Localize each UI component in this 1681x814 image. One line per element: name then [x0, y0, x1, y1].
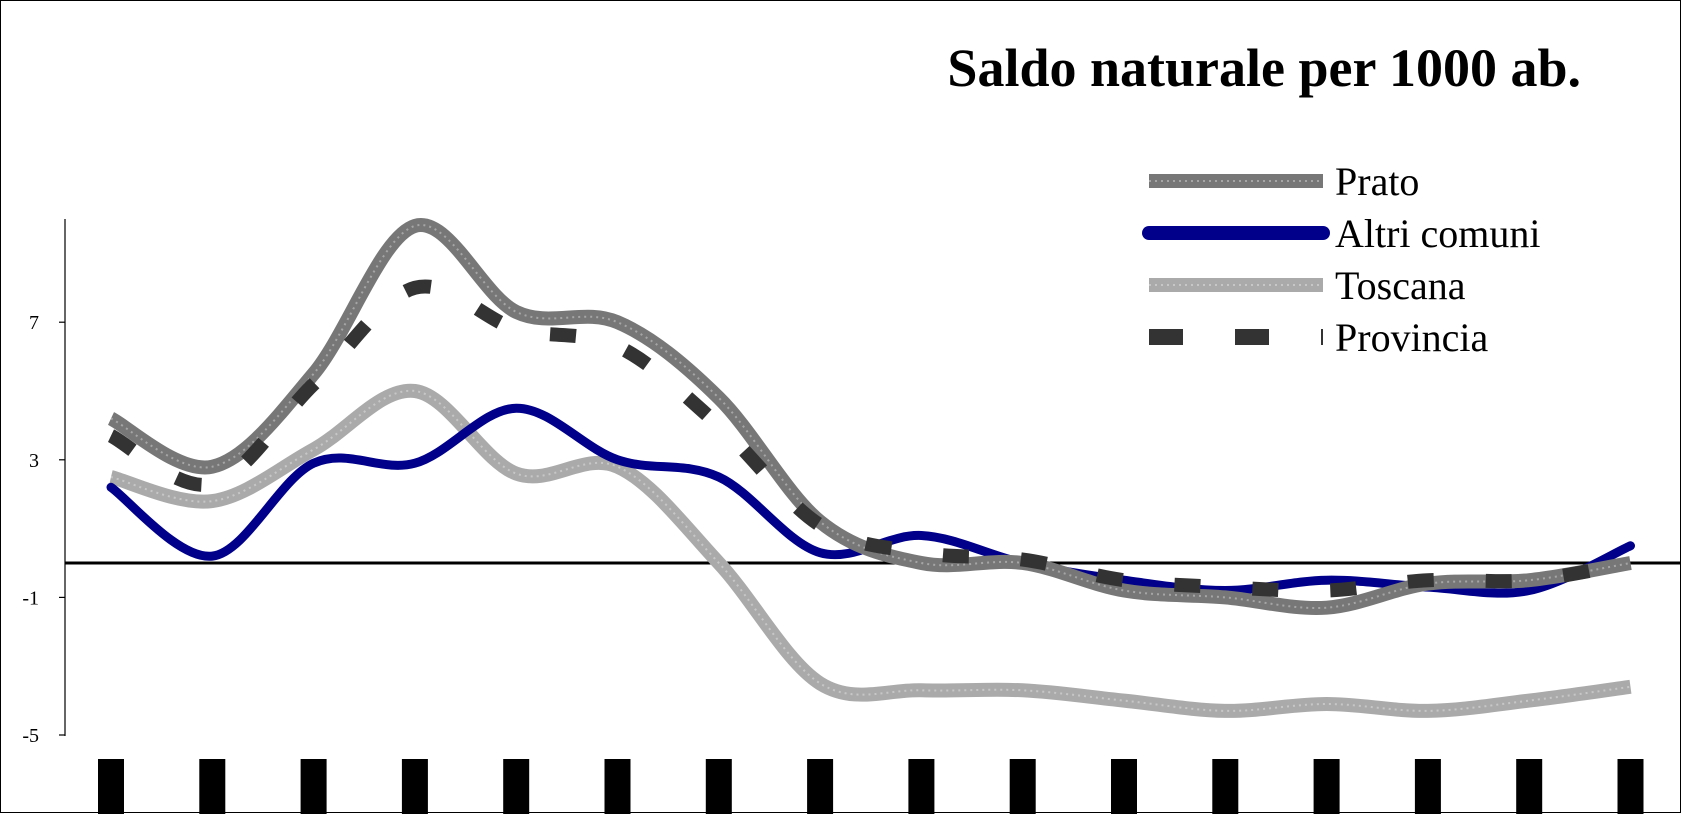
legend-label-prato: Prato [1335, 159, 1419, 204]
x-tick-mark [1313, 759, 1340, 814]
series-texture-toscana [110, 389, 1631, 712]
x-tick-mark [1212, 759, 1239, 814]
series-texture-prato [110, 224, 1631, 610]
series-line-toscana [109, 383, 1632, 718]
x-tick-mark [1009, 759, 1036, 814]
chart-title-group: Saldo naturale per 1000 ab. [947, 38, 1581, 98]
x-tick-mark [1516, 759, 1543, 814]
legend-label-altri-comuni: Altri comuni [1335, 211, 1541, 256]
x-tick-mark [604, 759, 631, 814]
chart-title: Saldo naturale per 1000 ab. [947, 38, 1581, 98]
x-tick-mark [503, 759, 530, 814]
x-tick-mark [300, 759, 327, 814]
legend-label-toscana: Toscana [1335, 263, 1466, 308]
legend: Prato Altri comuni Toscana Provincia [1142, 159, 1541, 360]
y-tick-label: 7 [29, 312, 39, 334]
x-tick-mark [199, 759, 226, 814]
x-tick-mark [1617, 759, 1644, 814]
plot-area [106, 218, 1635, 718]
y-tick-label: -5 [22, 725, 39, 747]
x-tick-mark [98, 759, 124, 814]
x-tick-mark [807, 759, 834, 814]
y-tick-label: 3 [29, 450, 39, 472]
legend-label-provincia: Provincia [1335, 315, 1489, 360]
x-tick-mark [908, 759, 935, 814]
x-tick-mark [1414, 759, 1441, 814]
x-tick-mark [705, 759, 732, 814]
series-line-altri-comuni [106, 403, 1635, 598]
axes: 7 3 -1 -5 [22, 219, 1681, 814]
x-tick-mark [1111, 759, 1137, 814]
y-tick-label: -1 [22, 587, 39, 609]
x-tick-mark [401, 759, 428, 814]
series-line-prato [107, 218, 1632, 616]
